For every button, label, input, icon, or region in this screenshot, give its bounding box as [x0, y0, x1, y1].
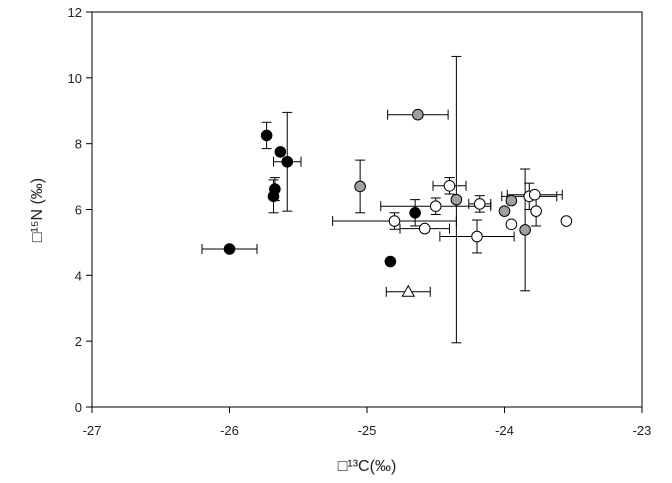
data-markers — [223, 108, 573, 297]
y-tick-label: 4 — [75, 268, 82, 283]
data-point — [388, 215, 401, 227]
data-point — [519, 224, 531, 236]
data-point — [505, 194, 518, 207]
data-point — [223, 243, 236, 255]
data-point — [450, 193, 463, 206]
data-point — [471, 230, 483, 243]
x-tick-label: -26 — [220, 423, 239, 438]
x-axis-title: □¹³C(‰) — [338, 458, 397, 475]
data-point — [418, 222, 431, 235]
y-tick-label: 12 — [68, 5, 82, 20]
data-point — [505, 218, 518, 231]
data-point-triangle — [401, 284, 416, 297]
data-point — [267, 190, 280, 203]
data-point — [498, 205, 511, 217]
tick-labels: -27 -26 -25 -24 -23 0 2 4 6 8 10 12 — [68, 5, 652, 438]
x-tick-label: -25 — [358, 423, 377, 438]
x-tick-label: -24 — [495, 423, 514, 438]
data-point — [528, 188, 541, 201]
data-point — [412, 108, 424, 121]
axis-ticks — [86, 11, 643, 413]
x-tick-label: -27 — [83, 423, 102, 438]
data-point — [429, 200, 442, 213]
data-point — [473, 198, 486, 210]
plot-area-frame — [91, 11, 643, 408]
y-tick-label: 6 — [75, 203, 82, 218]
x-tick-label: -23 — [633, 423, 652, 438]
data-point — [354, 180, 366, 193]
data-point — [281, 155, 294, 168]
data-point — [260, 129, 273, 142]
y-axis-title: □¹⁵N (‰) — [29, 178, 46, 242]
data-point — [409, 206, 421, 219]
data-point — [384, 255, 397, 268]
data-point — [530, 205, 542, 217]
data-point — [443, 180, 456, 192]
y-tick-label: 8 — [75, 137, 82, 152]
data-point — [274, 146, 287, 158]
y-tick-label: 10 — [68, 71, 82, 86]
y-tick-label: 0 — [75, 400, 82, 415]
data-point — [560, 215, 573, 227]
y-tick-label: 2 — [75, 334, 82, 349]
